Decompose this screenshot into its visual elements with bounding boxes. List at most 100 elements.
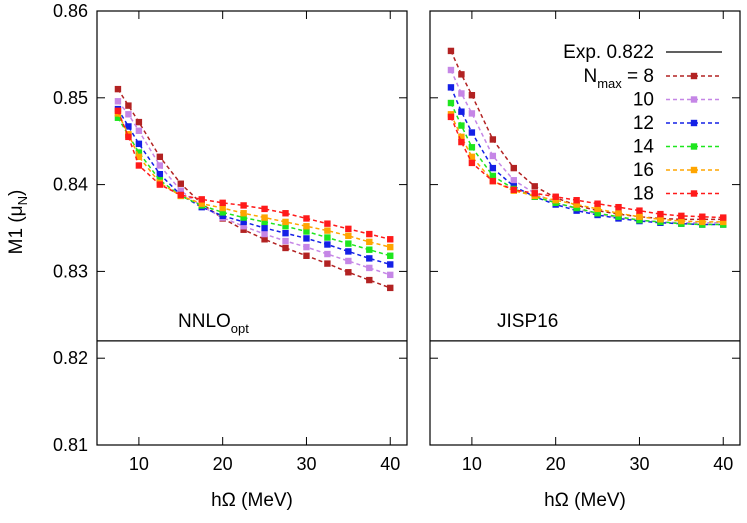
data-point <box>198 200 205 207</box>
data-point <box>219 199 226 207</box>
data-point <box>219 212 226 220</box>
data-point <box>303 215 310 222</box>
data-point <box>219 209 226 216</box>
data-point <box>282 244 289 252</box>
data-point <box>657 216 664 223</box>
data-point <box>324 220 331 227</box>
series-nmax-12 <box>114 105 394 268</box>
data-point <box>135 127 143 134</box>
data-point <box>699 213 706 220</box>
series-nmax-18 <box>447 113 727 221</box>
data-point <box>156 181 164 188</box>
data-point <box>261 205 268 213</box>
data-point <box>282 218 289 226</box>
legend-entry-marker <box>690 190 698 197</box>
x-tick-label: 40 <box>380 454 400 474</box>
data-point <box>531 183 538 190</box>
data-point <box>615 213 622 220</box>
data-point <box>135 153 143 161</box>
legend-title-sub: max <box>597 76 622 91</box>
data-point <box>447 47 455 55</box>
data-point <box>447 113 455 121</box>
data-point <box>261 218 268 226</box>
data-point <box>303 243 310 251</box>
data-point <box>387 252 394 259</box>
data-point <box>447 84 455 91</box>
data-point <box>489 152 497 160</box>
panel-label-main: JISP16 <box>497 311 558 332</box>
data-point <box>678 217 685 225</box>
data-point <box>447 66 455 74</box>
data-point <box>636 213 643 220</box>
legend-title-main: N <box>583 66 597 87</box>
data-point <box>447 99 455 107</box>
data-point <box>468 159 476 167</box>
data-point <box>615 203 622 211</box>
series-line <box>450 102 724 226</box>
x-tick-label: 20 <box>546 454 566 474</box>
data-point <box>468 110 476 117</box>
data-point <box>458 90 465 97</box>
data-point <box>114 114 122 121</box>
data-point <box>324 241 331 248</box>
panel-label: NNLOopt <box>178 311 249 336</box>
data-point <box>366 246 373 253</box>
data-point <box>573 201 580 208</box>
data-point <box>240 218 247 226</box>
data-point <box>125 102 132 109</box>
panel-1: 0.81 0.82 0.83 0.84 0.85 0.86 10 20 30 40 hΩ (MeV)… <box>53 1 408 511</box>
data-point <box>720 214 727 221</box>
data-point <box>156 153 164 161</box>
data-point <box>345 232 352 240</box>
data-point <box>699 218 706 226</box>
legend-entry-marker <box>690 96 698 103</box>
data-point <box>387 261 394 268</box>
data-point <box>387 236 394 243</box>
data-point <box>345 257 352 265</box>
x-axis-label: hΩ (MeV) <box>544 490 626 511</box>
data-point <box>657 210 664 218</box>
data-point <box>324 260 331 267</box>
x-tick-label: 20 <box>213 454 233 474</box>
data-point <box>531 190 538 197</box>
y-tick-label: 0.81 <box>53 435 88 455</box>
data-point <box>240 226 247 233</box>
y-tick-label: 0.84 <box>53 175 88 195</box>
data-point <box>303 235 310 242</box>
legend-entry-label: 18 <box>633 184 654 205</box>
data-point <box>387 271 394 279</box>
data-point <box>282 230 289 237</box>
data-point <box>345 240 352 247</box>
data-point <box>345 248 352 255</box>
data-point <box>114 107 122 115</box>
panel-label-main: NNLO <box>178 311 231 332</box>
data-point <box>458 138 465 146</box>
series-line <box>117 110 391 241</box>
data-point <box>125 111 132 118</box>
data-point <box>261 230 268 238</box>
legend-title: Nmax = 8 <box>583 66 654 91</box>
data-point <box>366 255 373 262</box>
data-point <box>468 91 476 99</box>
data-point <box>510 164 517 172</box>
data-point <box>366 230 373 238</box>
data-point <box>261 236 268 243</box>
panel-label-sub: opt <box>231 321 249 336</box>
data-point <box>240 210 247 217</box>
legend-exp-label: Exp. 0.822 <box>563 42 654 63</box>
series-line <box>450 113 724 223</box>
data-point <box>345 269 352 276</box>
panel-frame <box>96 10 408 446</box>
series-nmax-18 <box>114 107 394 243</box>
data-point <box>636 216 643 224</box>
data-point <box>324 250 331 258</box>
y-axis-label: M1 (μN) <box>6 190 30 255</box>
y-tick-label: 0.85 <box>53 88 88 108</box>
series-nmax-16 <box>114 110 394 251</box>
legend-title-end: = 8 <box>622 66 654 87</box>
data-point <box>282 237 289 245</box>
series-nmax-10 <box>114 98 394 279</box>
data-point <box>282 210 289 217</box>
